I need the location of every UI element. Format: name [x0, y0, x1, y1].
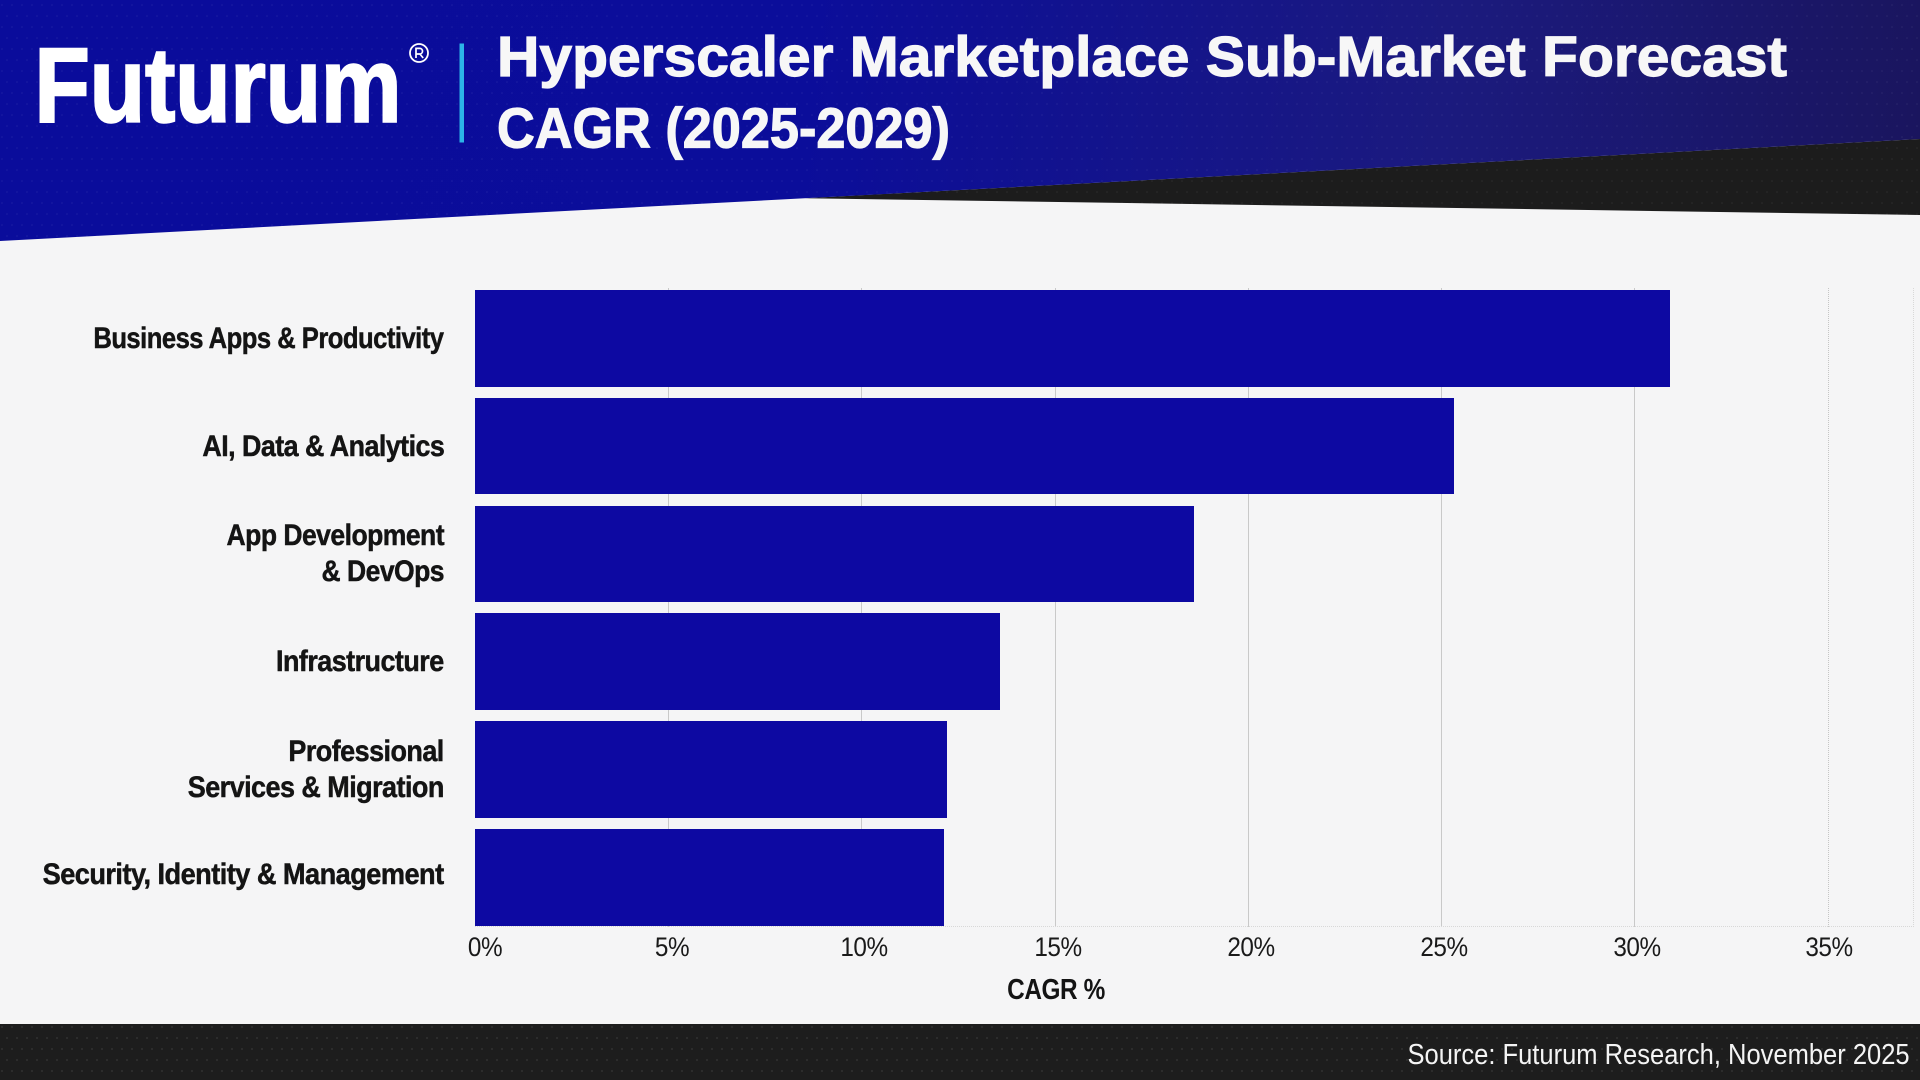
- svg-text:Hyperscaler Marketplace Sub-Ma: Hyperscaler Marketplace Sub-Market Forec…: [497, 25, 1787, 89]
- svg-text:Futurum: Futurum: [35, 26, 402, 144]
- svg-text:CAGR (2025-2029): CAGR (2025-2029): [497, 96, 950, 160]
